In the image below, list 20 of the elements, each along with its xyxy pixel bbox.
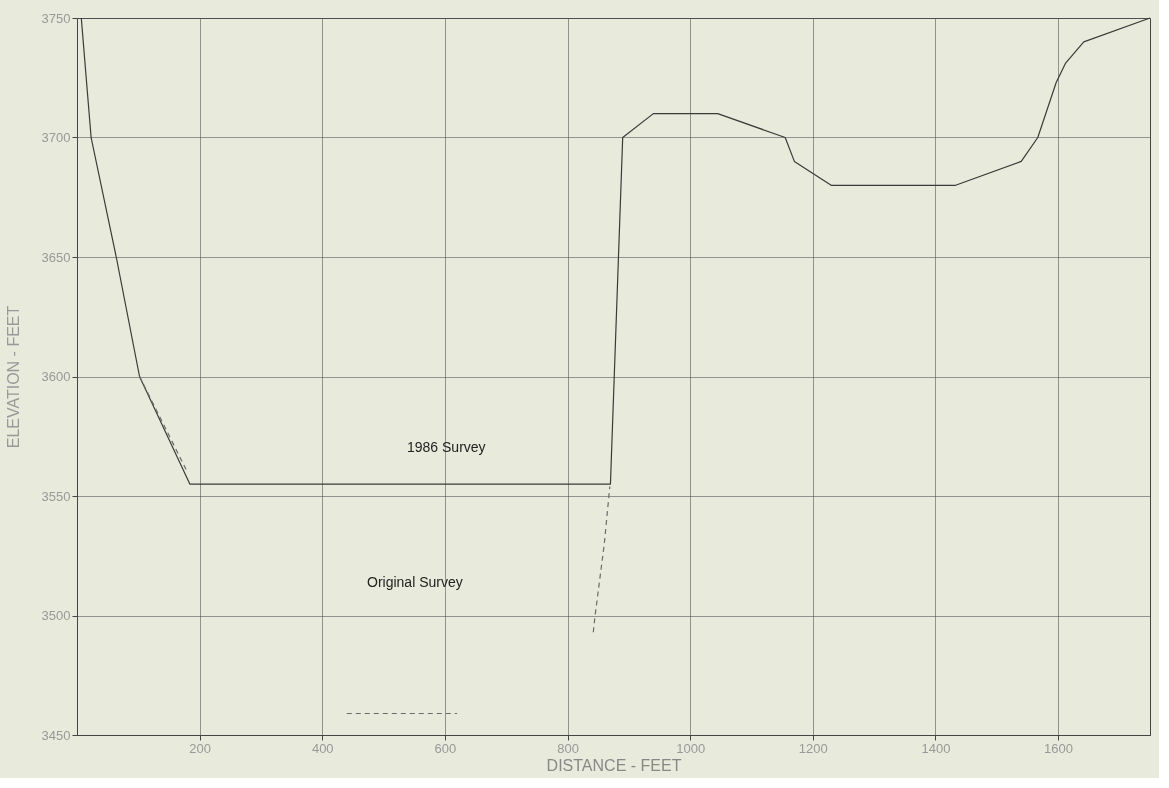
x-tick-label: 200 bbox=[189, 740, 211, 756]
y-tick-label: 3550 bbox=[41, 488, 71, 504]
y-tick-label: 3600 bbox=[41, 369, 71, 384]
line-series bbox=[80, 17, 1151, 485]
x-tick-label: 400 bbox=[311, 740, 334, 756]
x-tick-label: 800 bbox=[557, 740, 579, 756]
y-tick-label: 3500 bbox=[41, 608, 71, 623]
y-tick-label: 3750 bbox=[41, 10, 71, 26]
annotation: 1986 Survey bbox=[407, 439, 486, 455]
y-axis-title: ELEVATION - FEET bbox=[4, 305, 22, 449]
x-tick-label: 1200 bbox=[798, 740, 828, 756]
annotation: Original Survey bbox=[367, 574, 463, 590]
y-tick-label: 3650 bbox=[41, 249, 71, 265]
y-tick-label: 3450 bbox=[41, 727, 71, 743]
x-tick-label: 600 bbox=[434, 740, 457, 756]
x-tick-label: 1600 bbox=[1044, 740, 1073, 756]
x-tick-label: 1000 bbox=[676, 740, 706, 756]
y-tick-label: 3700 bbox=[41, 130, 71, 145]
x-tick-label: 1400 bbox=[921, 740, 951, 756]
x-axis-title: DISTANCE - FEET bbox=[546, 756, 682, 774]
